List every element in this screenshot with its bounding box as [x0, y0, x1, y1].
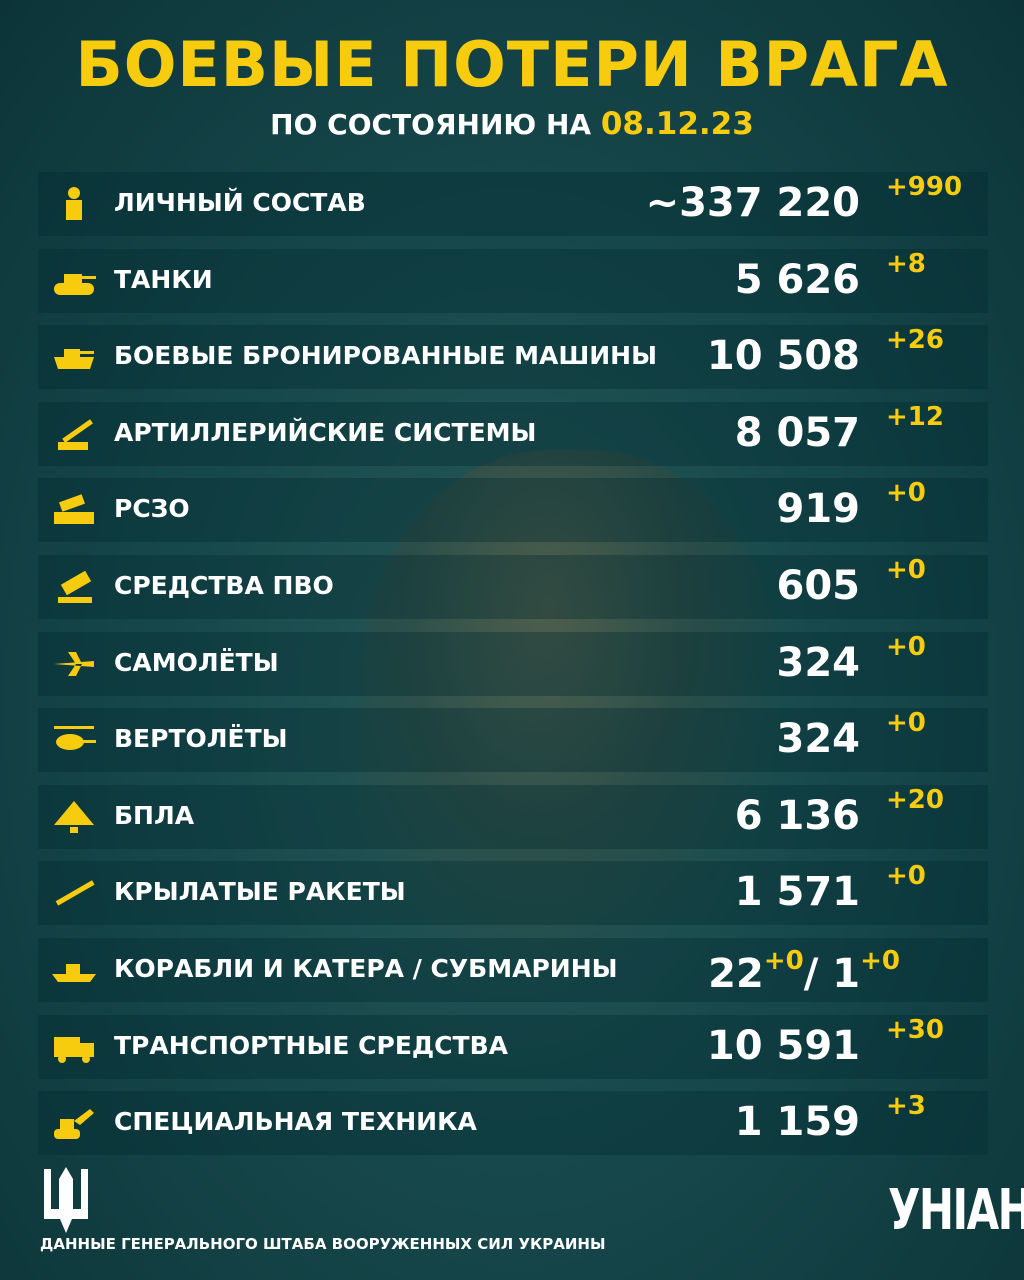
- report-date: 08.12.23: [600, 106, 754, 142]
- stat-delta: +3: [886, 1091, 926, 1122]
- stat-value: 1 159: [734, 1099, 860, 1146]
- ships-subs-value: 22+0/ 1+0: [708, 946, 900, 997]
- stat-value: 6 136: [734, 792, 860, 839]
- stat-value: 1 571: [734, 869, 860, 916]
- stat-delta: +0: [886, 708, 926, 739]
- stat-value: 8 057: [734, 409, 860, 456]
- stat-value: 5 626: [734, 256, 860, 303]
- background-soldier-image: [360, 450, 780, 970]
- stat-delta: +12: [886, 401, 944, 432]
- stat-delta: +0: [886, 555, 926, 585]
- stat-label: СПЕЦИАЛЬНАЯ ТЕХНИКА: [114, 1107, 477, 1137]
- stat-label: САМОЛЁТЫ: [114, 647, 279, 677]
- ship-icon: [52, 964, 96, 982]
- stat-label: БПЛА: [114, 800, 195, 830]
- stat-delta: +8: [886, 248, 926, 279]
- armored-vehicle-icon: [54, 349, 94, 370]
- stat-label: КОРАБЛИ И КАТЕРА / СУБМАРИНЫ: [114, 954, 618, 983]
- stat-label: ВЕРТОЛЁТЫ: [114, 724, 288, 754]
- stat-row: АРТИЛЛЕРИЙСКИЕ СИСТЕМЫ 8 057 +12: [38, 401, 988, 466]
- stat-row: РСЗО 919 +0: [38, 478, 988, 543]
- stat-value: 324: [776, 639, 861, 686]
- stat-row: ВЕРТОЛЁТЫ 324 +0: [38, 708, 988, 773]
- stat-value: 605: [776, 563, 861, 609]
- stat-delta: +26: [886, 325, 944, 356]
- stat-row: ТАНКИ 5 626 +8: [38, 248, 988, 313]
- tank-icon: [54, 273, 96, 295]
- soldier-icon: [66, 187, 82, 220]
- stat-label: БОЕВЫЕ БРОНИРОВАННЫЕ МАШИНЫ: [114, 341, 657, 371]
- stat-row: КРЫЛАТЫЕ РАКЕТЫ 1 571 +0: [38, 861, 988, 926]
- artillery-icon: [58, 419, 93, 450]
- stat-delta: +990: [886, 172, 963, 202]
- stat-value: 324: [776, 716, 861, 763]
- stat-row: ЛИЧНЫЙ СОСТАВ ~337 220 +990: [38, 172, 988, 236]
- stat-row: ТРАНСПОРТНЫЕ СРЕДСТВА 10 591 +30: [38, 1014, 988, 1079]
- stat-value: 10 591: [706, 1022, 860, 1069]
- page-title: БОЕВЫЕ ПОТЕРИ ВРАГА: [75, 28, 949, 101]
- subs-delta: +0: [860, 946, 900, 976]
- stat-delta: +20: [886, 784, 944, 815]
- subs-value: 1: [832, 951, 861, 997]
- stat-delta: +30: [886, 1014, 944, 1045]
- stat-row: БПЛА 6 136 +20: [38, 784, 988, 849]
- stat-value: 10 508: [706, 333, 860, 380]
- stat-value: ~337 220: [645, 180, 860, 226]
- stat-row: СПЕЦИАЛЬНАЯ ТЕХНИКА 1 159 +3: [38, 1091, 988, 1156]
- stat-delta: +0: [886, 861, 926, 892]
- helicopter-icon: [54, 726, 96, 751]
- excavator-icon: [54, 1109, 94, 1140]
- unian-logo: УНІАН: [888, 1178, 1024, 1243]
- drone-icon: [54, 800, 94, 833]
- trident-icon: [44, 1167, 88, 1233]
- subtitle-text: ПО СОСТОЯНИЮ НА: [270, 108, 592, 141]
- missile-icon: [55, 880, 95, 906]
- stat-row: СРЕДСТВА ПВО 605 +0: [38, 555, 988, 619]
- ships-value: 22: [708, 951, 764, 997]
- stat-row: БОЕВЫЕ БРОНИРОВАННЫЕ МАШИНЫ 10 508 +26: [38, 325, 988, 390]
- source-caption: ДАННЫЕ ГЕНЕРАЛЬНОГО ШТАБА ВООРУЖЕННЫХ СИ…: [40, 1235, 606, 1253]
- stat-label: ЛИЧНЫЙ СОСТАВ: [114, 188, 366, 217]
- stat-value: 919: [776, 486, 861, 533]
- stat-label: КРЫЛАТЫЕ РАКЕТЫ: [114, 877, 406, 907]
- stat-label: СРЕДСТВА ПВО: [114, 571, 334, 600]
- stat-label: РСЗО: [114, 494, 190, 524]
- airplane-icon: [54, 651, 94, 676]
- stat-label: АРТИЛЛЕРИЙСКИЕ СИСТЕМЫ: [114, 417, 537, 447]
- page-subtitle: ПО СОСТОЯНИЮ НА 08.12.23: [0, 106, 1024, 142]
- truck-icon: [54, 1036, 94, 1063]
- stat-delta: +0: [886, 631, 926, 662]
- air-defense-icon: [58, 570, 92, 603]
- stat-delta: +0: [886, 478, 926, 509]
- stat-row: КОРАБЛИ И КАТЕРА / СУБМАРИНЫ 22+0/ 1+0: [38, 938, 988, 1002]
- ships-delta: +0: [763, 946, 804, 976]
- mlrs-icon: [54, 494, 94, 525]
- stat-label: ТРАНСПОРТНЫЕ СРЕДСТВА: [114, 1030, 508, 1060]
- stat-label: ТАНКИ: [114, 264, 213, 294]
- stat-row: САМОЛЁТЫ 324 +0: [38, 631, 988, 696]
